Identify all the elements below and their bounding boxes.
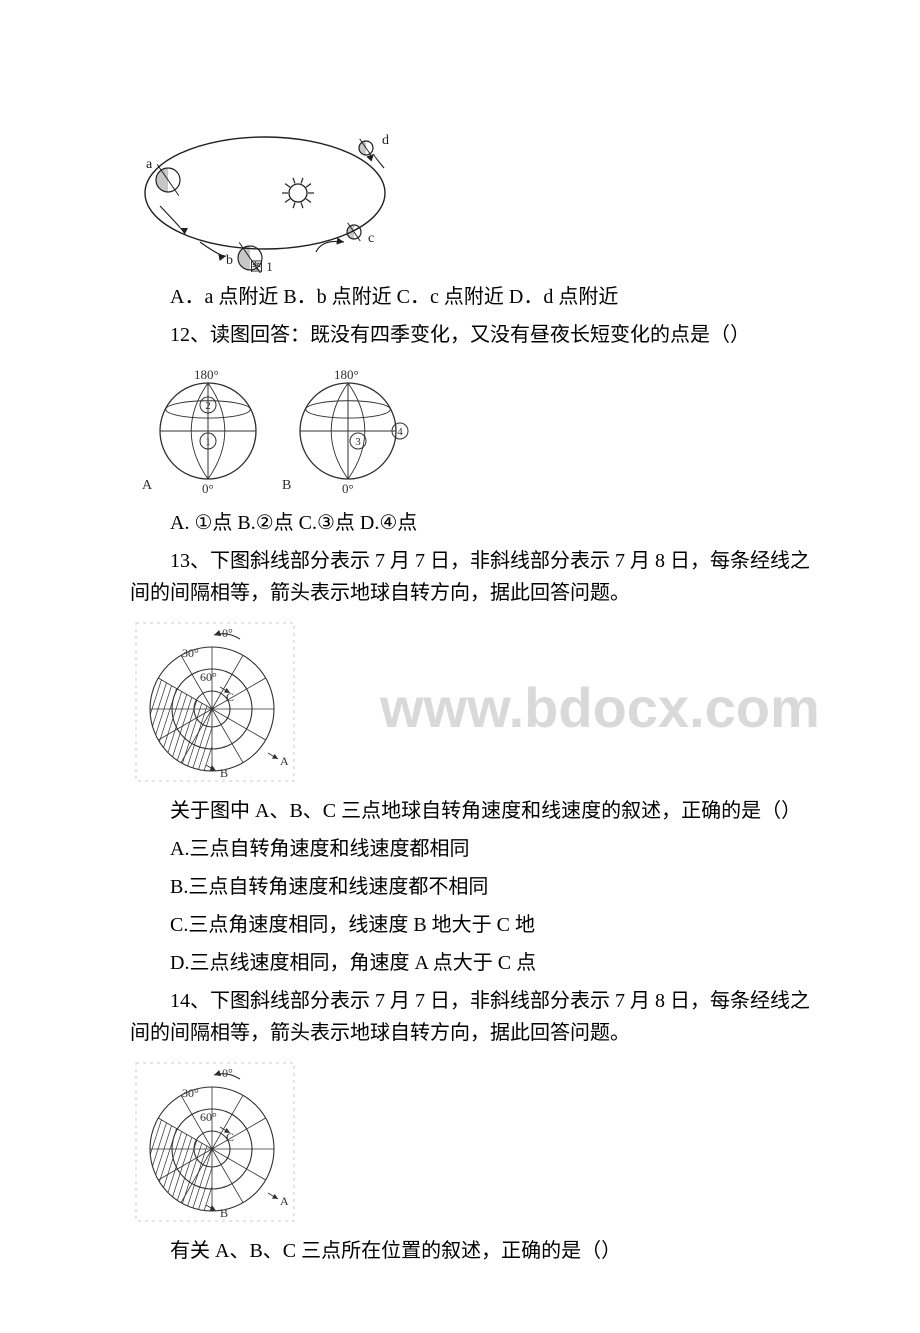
svg-text:1: 1 [205,436,211,448]
q11-options: A．a 点附近 B．b 点附近 C．c 点附近 D．d 点附近 [130,281,820,313]
svg-text:0°: 0° [222,626,233,640]
svg-text:3: 3 [355,436,361,448]
svg-text:图 1: 图 1 [250,259,273,273]
q13-optA: A.三点自转角速度和线速度都相同 [130,833,820,865]
q13-optC: C.三点角速度相同，线速度 B 地大于 C 地 [130,909,820,941]
q13-optB: B.三点自转角速度和线速度都不相同 [130,871,820,903]
svg-text:A: A [142,478,153,493]
q12-figure: 180° 0° A 1 2 180° 0° B 3 4 [130,359,820,499]
q14-stem: 14、下图斜线部分表示 7 月 7 日，非斜线部分表示 7 月 8 日，每条经线… [130,985,820,1049]
svg-text:A: A [280,754,289,768]
svg-text:60°: 60° [200,670,217,684]
svg-text:B: B [220,1206,228,1220]
svg-text:2: 2 [205,400,211,412]
svg-text:a: a [146,157,153,172]
svg-text:0°: 0° [202,481,214,496]
svg-text:180°: 180° [334,367,359,382]
q12-stem: 12、读图回答：既没有四季变化，又没有昼夜长短变化的点是（） [130,319,820,351]
svg-text:A: A [280,1194,289,1208]
svg-text:30°: 30° [182,1086,199,1100]
q13-stem: 13、下图斜线部分表示 7 月 7 日，非斜线部分表示 7 月 8 日，每条经线… [130,545,820,609]
svg-text:B: B [282,478,291,493]
svg-text:C: C [226,690,234,704]
svg-text:60°: 60° [200,1110,217,1124]
svg-text:0°: 0° [222,1066,233,1080]
svg-text:c: c [368,231,374,246]
q13-optD: D.三点线速度相同，角速度 A 点大于 C 点 [130,947,820,979]
q13-sub: 关于图中 A、B、C 三点地球自转角速度和线速度的叙述，正确的是（） [130,795,820,827]
q12-options: A. ①点 B.②点 C.③点 D.④点 [130,507,820,539]
q11-figure: a b c d 图 1 [130,108,820,273]
q14-figure: 0° 30°60° A B C [130,1057,820,1227]
q13-figure: 0° 30°60° A B C [130,617,820,787]
q14-sub: 有关 A、B、C 三点所在位置的叙述，正确的是（） [130,1235,820,1267]
svg-text:C: C [226,1130,234,1144]
svg-text:30°: 30° [182,646,199,660]
svg-text:180°: 180° [194,367,219,382]
svg-text:B: B [220,766,228,780]
svg-text:4: 4 [397,426,403,438]
svg-text:d: d [382,133,389,148]
svg-text:b: b [226,253,233,268]
svg-text:0°: 0° [342,481,354,496]
